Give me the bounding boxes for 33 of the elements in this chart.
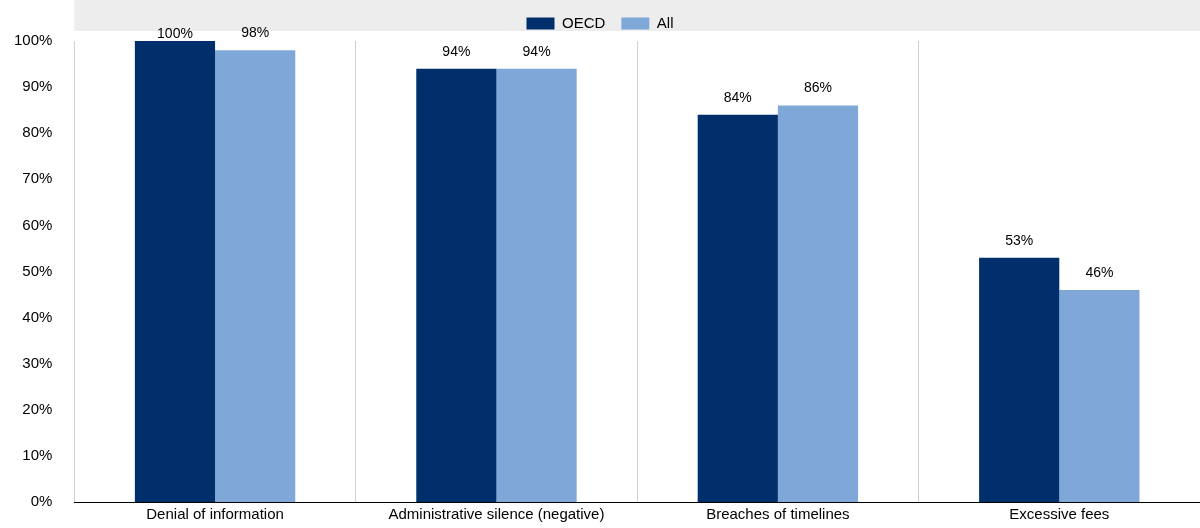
- x-tick-label: Breaches of timelines: [706, 505, 850, 523]
- bar: [134, 41, 216, 502]
- y-tick-label: 0%: [30, 492, 53, 510]
- data-label: 84%: [723, 88, 752, 105]
- data-label: 94%: [442, 42, 471, 59]
- data-label: 46%: [1085, 263, 1114, 280]
- y-tick-label: 90%: [22, 77, 53, 95]
- data-label: 94%: [522, 42, 551, 59]
- y-tick-label: 70%: [22, 169, 53, 187]
- y-tick-label: 10%: [22, 446, 53, 464]
- y-tick-label: 50%: [22, 261, 53, 279]
- x-tick-label: Excessive fees: [1009, 505, 1110, 523]
- legend-label: OECD: [562, 13, 606, 31]
- data-label: 98%: [241, 24, 270, 41]
- data-label: 86%: [803, 79, 832, 96]
- bar: [979, 257, 1060, 502]
- x-tick-label: Denial of information: [146, 505, 284, 523]
- bar: [777, 105, 859, 502]
- y-tick-label: 80%: [22, 123, 53, 141]
- data-label: 53%: [1005, 231, 1034, 248]
- y-tick-label: 20%: [22, 399, 53, 417]
- y-tick-label: 30%: [22, 353, 53, 371]
- x-tick-label: Administrative silence (negative): [388, 505, 605, 523]
- y-tick-label: 100%: [13, 31, 53, 49]
- bar: [697, 114, 778, 502]
- bar: [496, 68, 577, 502]
- y-tick-label: 40%: [22, 307, 53, 325]
- legend-label: All: [656, 13, 674, 31]
- bar: [1059, 289, 1140, 502]
- bar: [215, 50, 296, 502]
- y-tick-label: 60%: [22, 215, 53, 233]
- bar: [416, 68, 497, 502]
- data-label: 100%: [157, 24, 193, 41]
